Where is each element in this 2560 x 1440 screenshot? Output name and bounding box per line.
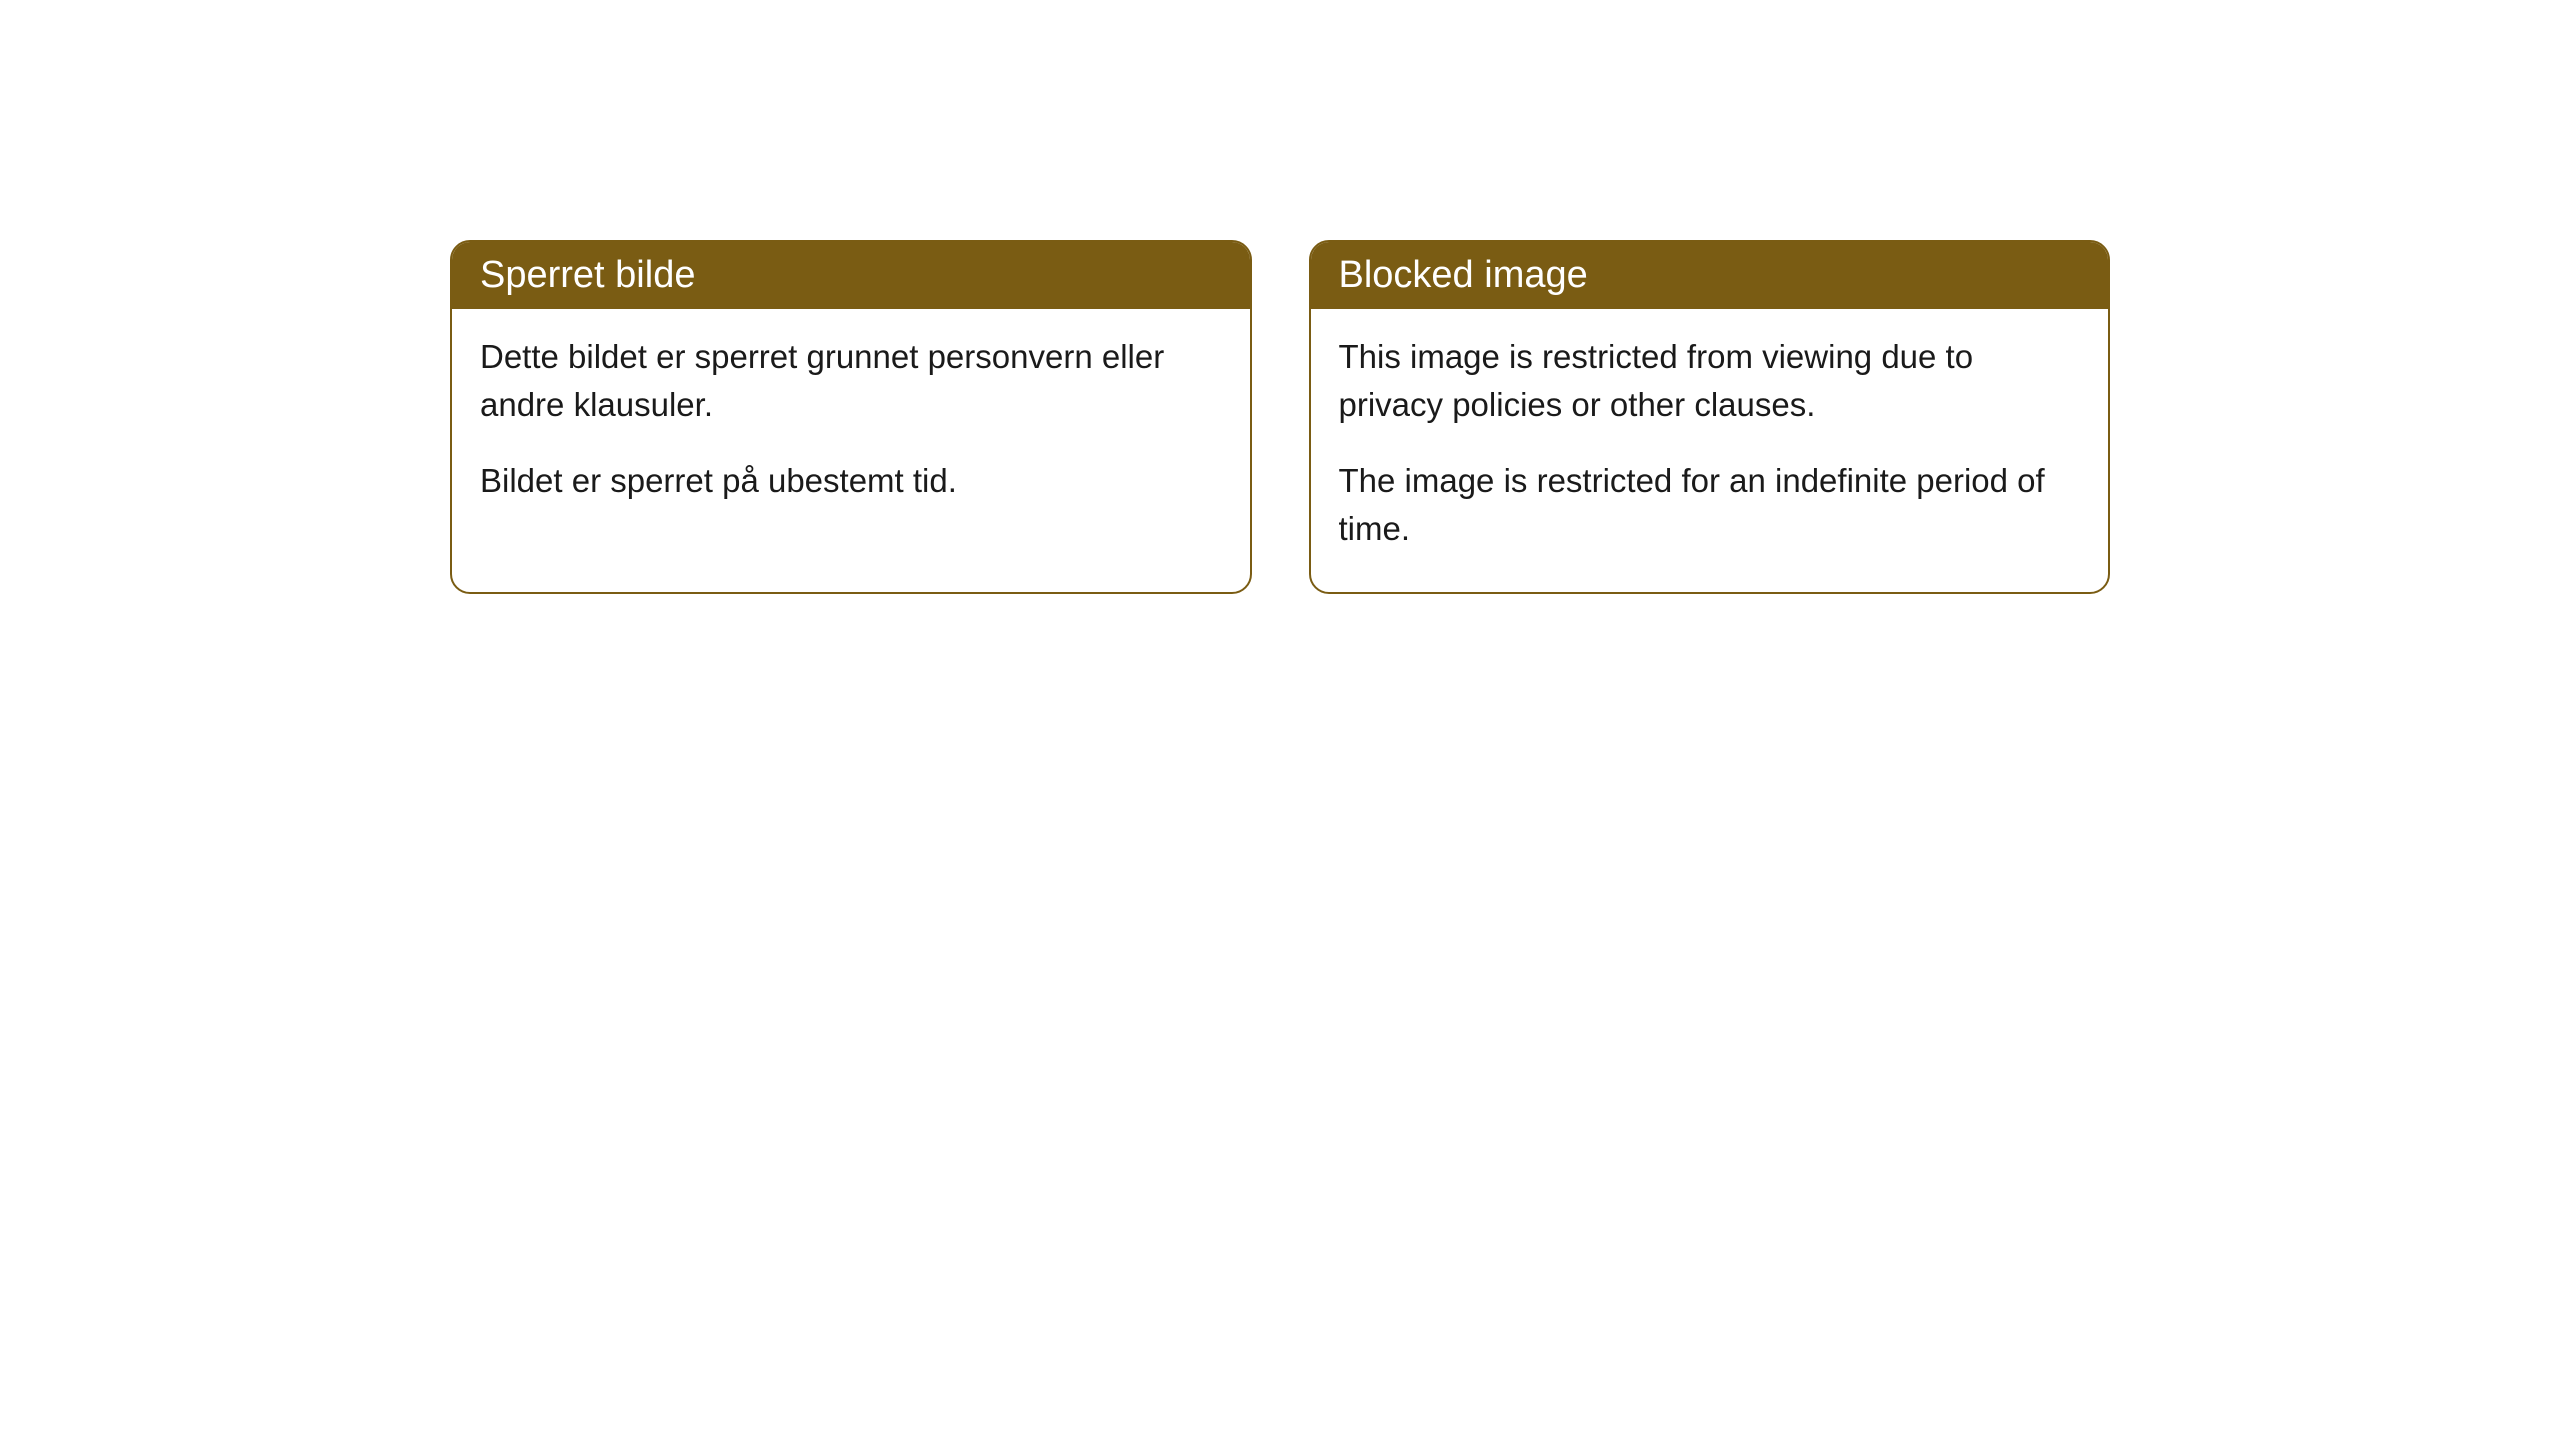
notice-cards-container: Sperret bilde Dette bildet er sperret gr… xyxy=(450,240,2110,594)
blocked-image-card-english: Blocked image This image is restricted f… xyxy=(1309,240,2111,594)
card-paragraph-1-norwegian: Dette bildet er sperret grunnet personve… xyxy=(480,333,1222,429)
card-body-norwegian: Dette bildet er sperret grunnet personve… xyxy=(452,309,1250,545)
blocked-image-card-norwegian: Sperret bilde Dette bildet er sperret gr… xyxy=(450,240,1252,594)
card-title-english: Blocked image xyxy=(1339,254,1588,296)
card-paragraph-2-english: The image is restricted for an indefinit… xyxy=(1339,457,2081,553)
card-header-english: Blocked image xyxy=(1311,242,2109,309)
card-body-english: This image is restricted from viewing du… xyxy=(1311,309,2109,592)
card-paragraph-1-english: This image is restricted from viewing du… xyxy=(1339,333,2081,429)
card-title-norwegian: Sperret bilde xyxy=(480,254,695,296)
card-paragraph-2-norwegian: Bildet er sperret på ubestemt tid. xyxy=(480,457,1222,505)
card-header-norwegian: Sperret bilde xyxy=(452,242,1250,309)
